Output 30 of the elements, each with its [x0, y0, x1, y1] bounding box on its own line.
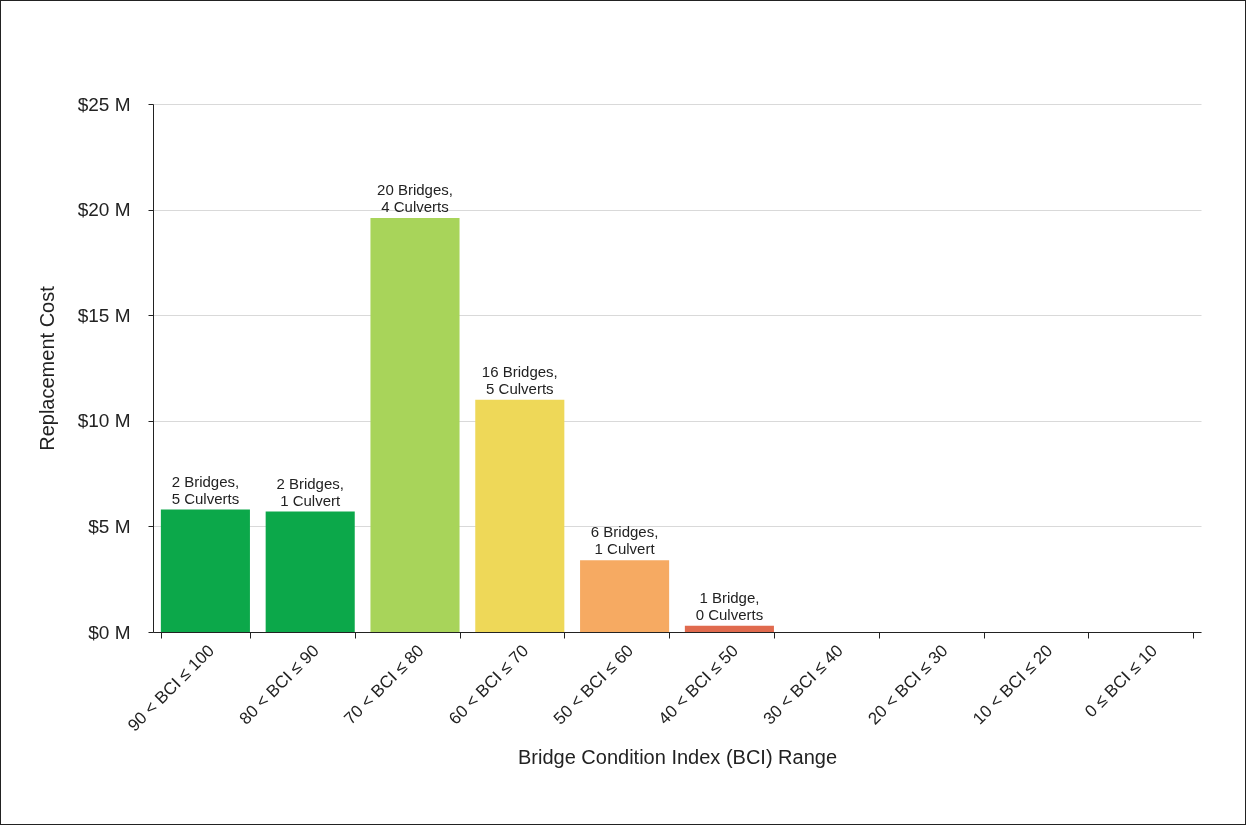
x-tick-label: 80 < BCI ≤ 90	[235, 641, 323, 729]
y-tick-label: $25 M	[77, 93, 131, 115]
bar	[580, 560, 670, 632]
x-tick-label: 60 < BCI ≤ 70	[445, 641, 533, 729]
bar	[475, 399, 565, 632]
y-tick-label: $0 M	[88, 621, 131, 643]
annotation: 2 Bridges, 1 Culvert	[276, 474, 344, 509]
x-tick-label: 30 < BCI ≤ 40	[759, 641, 847, 729]
y-tick-label: $5 M	[88, 515, 131, 537]
y-axis-title: Replacement Cost	[35, 285, 58, 451]
y-tick-label: $10 M	[77, 410, 131, 432]
annotation: 2 Bridges, 5 Culverts	[171, 472, 240, 507]
x-tick-label: 10 < BCI ≤ 20	[969, 641, 1057, 729]
x-tick-label: 50 < BCI ≤ 60	[549, 641, 638, 729]
annotation: 16 Bridges, 5 Culverts	[481, 362, 558, 397]
annotation: 20 Bridges, 4 Culverts	[377, 181, 453, 216]
annotation: 1 Bridge, 0 Culverts	[695, 588, 764, 623]
bar	[160, 509, 250, 632]
y-tick-label: $15 M	[77, 304, 131, 326]
bar	[684, 625, 774, 632]
x-tick-label: 20 < BCI ≤ 30	[864, 641, 952, 729]
bar	[265, 511, 355, 632]
bar	[370, 218, 460, 632]
y-tick-label: $20 M	[77, 199, 131, 221]
x-axis-title: Bridge Condition Index (BCI) Range	[517, 746, 838, 769]
annotation: 6 Bridges, 1 Culvert	[590, 523, 659, 558]
x-tick-label: 0 ≤ BCI ≤ 10	[1081, 641, 1162, 722]
x-tick-label: 40 < BCI ≤ 50	[654, 641, 742, 729]
x-tick-label: 90 < BCI ≤ 100	[124, 641, 218, 735]
x-tick-label: 70 < BCI ≤ 80	[340, 641, 428, 729]
